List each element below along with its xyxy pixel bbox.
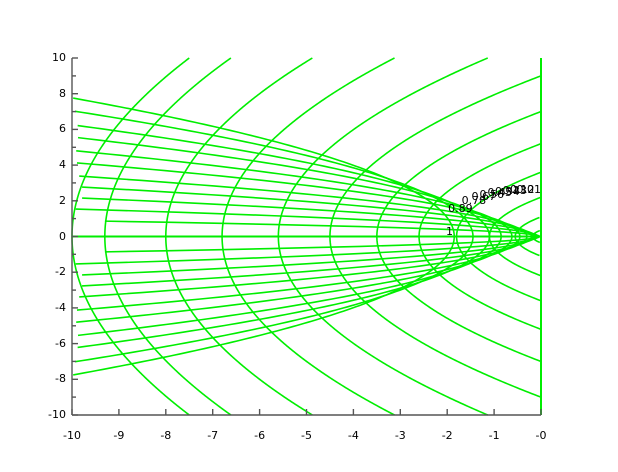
- curve-value-label: 0.01: [516, 182, 542, 196]
- x-tick-label: -9: [113, 429, 125, 442]
- y-tick-label: -2: [55, 265, 66, 279]
- curve-value-label: 0.67: [471, 190, 497, 204]
- y-tick-label: 4: [59, 158, 66, 172]
- x-tick-label: -4: [347, 429, 359, 442]
- y-tick-label: -6: [55, 336, 66, 350]
- y-tick-label: 2: [59, 193, 66, 207]
- curve-value-label: 0.23: [502, 183, 527, 197]
- x-tick-label: -5: [301, 429, 312, 442]
- y-tick-label: 10: [52, 51, 66, 64]
- y-tick-label: -4: [55, 300, 66, 314]
- y-tick-label: 0: [59, 229, 66, 243]
- curve-value-label: 1: [446, 225, 454, 239]
- curve-value-label: 0.45: [487, 185, 512, 199]
- curve-value-label: 0.89: [448, 201, 473, 215]
- y-tick-label: 6: [59, 122, 66, 136]
- x-tick-label: -10: [63, 429, 81, 442]
- x-tick-label: -3: [394, 429, 406, 442]
- curve-value-label: 0.12: [509, 183, 535, 197]
- x-tick-label: -6: [254, 429, 266, 442]
- curve-value-label: 0.34: [494, 184, 520, 198]
- x-tick-label: -2: [441, 429, 453, 442]
- y-tick-label: -10: [48, 408, 66, 421]
- x-tick-label: -7: [207, 429, 219, 442]
- x-tick-label: -8: [160, 429, 172, 442]
- curve-value-label: 0.78: [461, 193, 487, 207]
- y-tick-label: 8: [59, 86, 66, 100]
- x-tick-label: -1: [488, 429, 500, 442]
- mesh-curves: [71, 57, 542, 416]
- y-tick-label: -8: [55, 372, 66, 386]
- axis-lines: [71, 57, 542, 416]
- curve-value-label: 0.56: [479, 188, 505, 202]
- x-tick-label: -0: [535, 429, 547, 442]
